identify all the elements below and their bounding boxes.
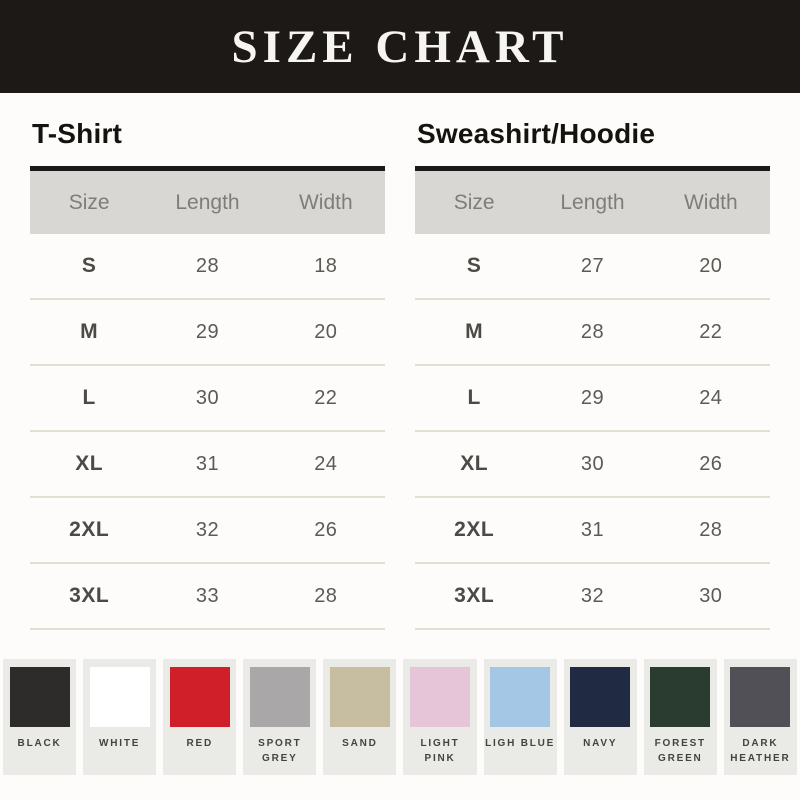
color-swatch-red: RED — [163, 659, 237, 775]
width-cell: 26 — [699, 452, 723, 475]
width-cell: 30 — [699, 584, 723, 607]
color-label: SAND — [342, 738, 378, 749]
size-chart-title: SIZE CHART — [231, 20, 569, 73]
color-swatch-light-blue: LIGH BLUE — [483, 659, 557, 775]
table-header-row: Size Length Width — [30, 171, 385, 234]
tables-container: T-Shirt Size Length Width S 28 18 M 29 2… — [0, 93, 800, 630]
size-cell: L — [467, 386, 481, 409]
size-cell: XL — [75, 452, 104, 475]
length-cell: 31 — [195, 452, 220, 475]
length-cell: 30 — [580, 452, 605, 475]
tshirt-size-table: Size Length Width S 28 18 M 29 20 L 30 2… — [30, 166, 385, 630]
size-cell: 2XL — [454, 518, 495, 541]
width-cell: 20 — [314, 320, 338, 343]
sweatshirt-size-table: Size Length Width S 27 20 M 28 22 L 29 2… — [415, 166, 770, 630]
color-label: WHITE — [99, 738, 141, 749]
width-cell: 20 — [699, 254, 723, 277]
color-square — [650, 667, 711, 727]
size-cell: 2XL — [69, 518, 110, 541]
color-square — [89, 667, 150, 727]
width-cell: 24 — [699, 386, 723, 409]
color-square — [329, 667, 390, 727]
color-square — [249, 667, 310, 727]
tshirt-section: T-Shirt Size Length Width S 28 18 M 29 2… — [30, 93, 385, 630]
color-swatch-forest-green: FOREST GREEN — [643, 659, 717, 775]
width-cell: 22 — [314, 386, 338, 409]
table-row: 2XL 32 26 — [30, 498, 385, 564]
length-cell: 28 — [195, 254, 220, 277]
color-swatch-white: WHITE — [83, 659, 157, 775]
column-header-size: Size — [68, 190, 110, 214]
length-cell: 29 — [580, 386, 605, 409]
column-header-size: Size — [453, 190, 495, 214]
size-cell: 3XL — [69, 584, 110, 607]
table-row: 3XL 32 30 — [415, 564, 770, 630]
size-cell: S — [81, 254, 97, 277]
color-square — [9, 667, 70, 727]
size-cell: L — [82, 386, 96, 409]
color-label: SPORT GREY — [258, 738, 302, 764]
length-cell: 30 — [195, 386, 220, 409]
color-square — [490, 667, 551, 727]
color-label: NAVY — [583, 738, 618, 749]
color-square — [169, 667, 230, 727]
table-header-row: Size Length Width — [415, 171, 770, 234]
length-cell: 32 — [195, 518, 220, 541]
table-row: L 30 22 — [30, 366, 385, 432]
color-square — [410, 667, 471, 727]
length-cell: 29 — [195, 320, 220, 343]
column-header-length: Length — [175, 190, 240, 214]
length-cell: 27 — [580, 254, 605, 277]
color-swatch-sport-grey: SPORT GREY — [243, 659, 317, 775]
table-row: XL 31 24 — [30, 432, 385, 498]
color-square — [570, 667, 631, 727]
color-swatch-dark-heather: DARK HEATHER — [723, 659, 797, 775]
color-swatch-navy: NAVY — [563, 659, 637, 775]
table-row: 2XL 31 28 — [415, 498, 770, 564]
length-cell: 31 — [580, 518, 605, 541]
color-swatch-light-pink: LIGHT PINK — [403, 659, 477, 775]
tshirt-table-title: T-Shirt — [32, 118, 123, 149]
color-label: LIGHT PINK — [420, 738, 460, 764]
size-cell: S — [466, 254, 482, 277]
size-cell: 3XL — [454, 584, 495, 607]
color-swatch-black: BLACK — [3, 659, 77, 775]
width-cell: 28 — [314, 584, 338, 607]
size-cell: M — [465, 320, 484, 343]
color-swatch-strip: BLACK WHITE RED SPORT GREY SAND LIGHT PI… — [0, 659, 800, 775]
color-label: RED — [186, 738, 213, 749]
color-label: LIGH BLUE — [485, 738, 556, 749]
sweatshirt-section: Sweashirt/Hoodie Size Length Width S 27 … — [415, 93, 770, 630]
column-header-width: Width — [298, 190, 353, 214]
table-row: S 27 20 — [415, 234, 770, 300]
length-cell: 28 — [580, 320, 605, 343]
width-cell: 24 — [314, 452, 338, 475]
table-row: M 28 22 — [415, 300, 770, 366]
size-chart-banner: SIZE CHART — [0, 0, 800, 93]
length-cell: 32 — [580, 584, 605, 607]
sweatshirt-table-title: Sweashirt/Hoodie — [417, 118, 656, 149]
table-row: L 29 24 — [415, 366, 770, 432]
table-row: XL 30 26 — [415, 432, 770, 498]
size-cell: M — [80, 320, 99, 343]
table-row: 3XL 33 28 — [30, 564, 385, 630]
table-row: M 29 20 — [30, 300, 385, 366]
table-row: S 28 18 — [30, 234, 385, 300]
size-cell: XL — [460, 452, 489, 475]
width-cell: 18 — [314, 254, 338, 277]
width-cell: 28 — [699, 518, 723, 541]
color-swatch-sand: SAND — [323, 659, 397, 775]
color-label: FOREST GREEN — [654, 738, 706, 764]
width-cell: 22 — [699, 320, 723, 343]
color-label: BLACK — [17, 738, 62, 749]
color-square — [730, 667, 791, 727]
width-cell: 26 — [314, 518, 338, 541]
length-cell: 33 — [195, 584, 220, 607]
column-header-length: Length — [560, 190, 625, 214]
column-header-width: Width — [683, 190, 738, 214]
color-label: DARK HEATHER — [730, 738, 791, 764]
